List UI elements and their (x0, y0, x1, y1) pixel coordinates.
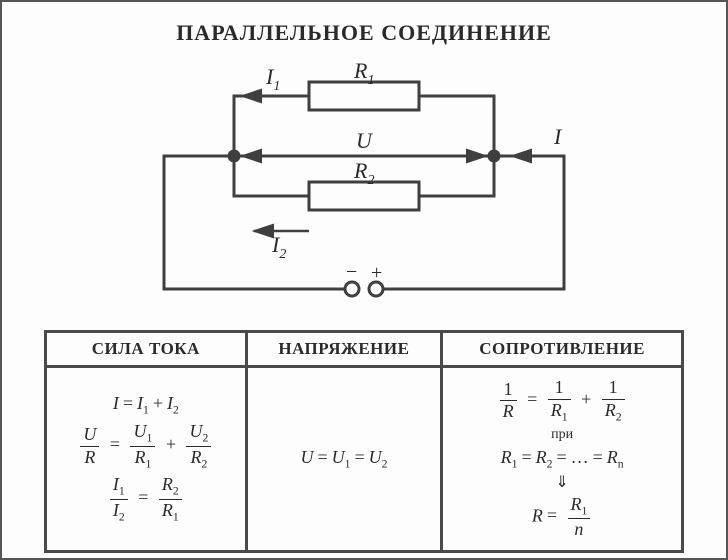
table-body-row: I=I1+I2 UR = U1R1 + U2R2 I1I2 = R2R1 (46, 367, 683, 552)
label-U: U (356, 128, 374, 153)
page-title: ПАРАЛЛЕЛЬНОЕ СОЕДИНЕНИЕ (20, 20, 708, 46)
label-I: I (553, 124, 563, 149)
cell-voltage: U=U1=U2 (246, 367, 442, 552)
col-resistance: СОПРОТИВЛЕНИЕ (442, 332, 683, 367)
label-plus: + (371, 262, 382, 284)
label-I1: I1 (265, 64, 280, 94)
page: ПАРАЛЛЕЛЬНОЕ СОЕДИНЕНИЕ (0, 0, 728, 560)
label-minus: − (346, 261, 357, 283)
col-current: СИЛА ТОКА (46, 332, 247, 367)
cell-current: I=I1+I2 UR = U1R1 + U2R2 I1I2 = R2R1 (46, 367, 247, 552)
col-voltage: НАПРЯЖЕНИЕ (246, 332, 442, 367)
parallel-circuit-diagram: I1 R1 I U R2 I2 − + (114, 56, 614, 316)
formula-table: СИЛА ТОКА НАПРЯЖЕНИЕ СОПРОТИВЛЕНИЕ I=I1+… (44, 330, 684, 553)
table-header-row: СИЛА ТОКА НАПРЯЖЕНИЕ СОПРОТИВЛЕНИЕ (46, 332, 683, 367)
label-I2: I2 (271, 232, 286, 262)
cell-resistance: 1R = 1R1 + 1R2 при R1=R2=…=Rn ⇓ R= R1n (442, 367, 683, 552)
